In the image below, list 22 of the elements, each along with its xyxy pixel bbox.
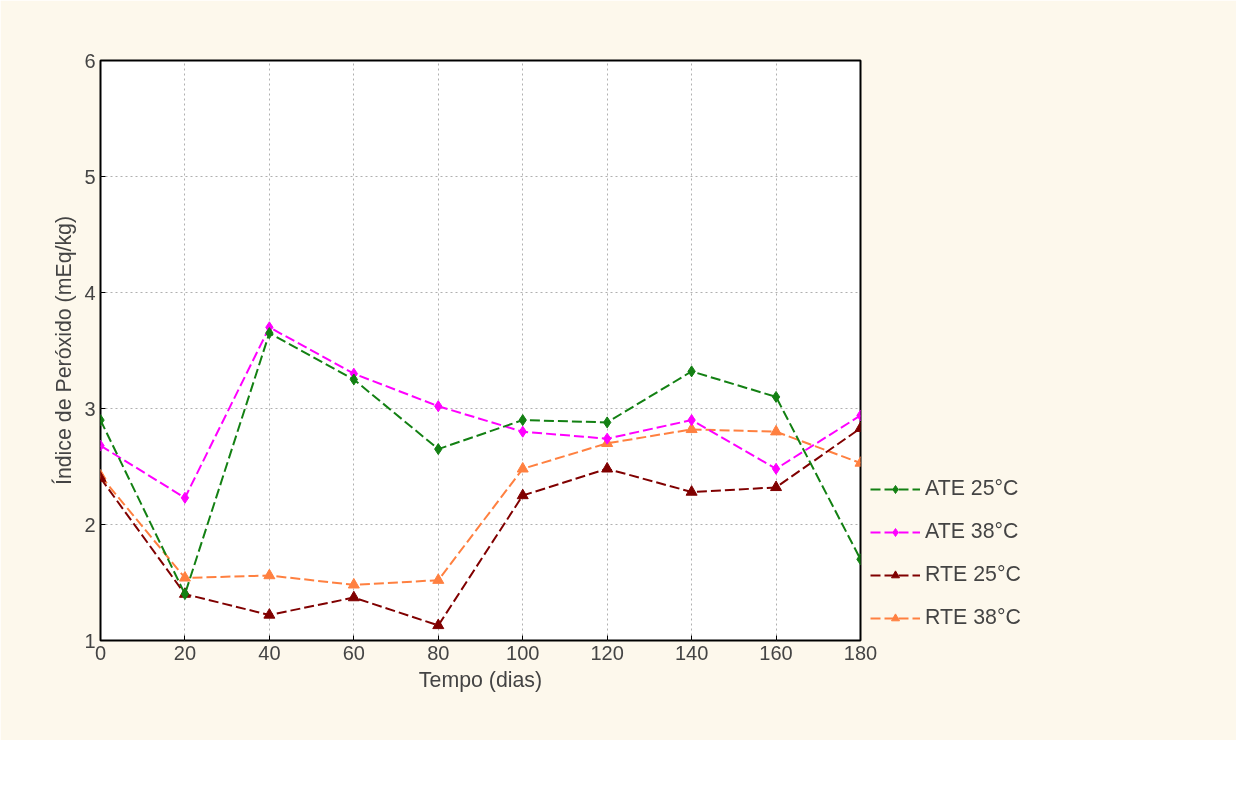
legend-label: ATE 25°C bbox=[925, 476, 1019, 501]
x-tick-label: 40 bbox=[258, 641, 281, 664]
y-tick-label: 6 bbox=[84, 49, 96, 72]
legend-label: ATE 38°C bbox=[925, 519, 1019, 544]
x-tick-label: 80 bbox=[427, 641, 450, 664]
y-tick-label: 4 bbox=[84, 281, 96, 304]
x-tick-label: 180 bbox=[843, 641, 878, 664]
x-tick-label: 160 bbox=[759, 641, 793, 664]
y-axis-title: Índice de Peróxido (mEq/kg) bbox=[51, 215, 77, 486]
x-tick-label: 60 bbox=[342, 641, 365, 664]
y-tick-label: 3 bbox=[84, 397, 96, 420]
y-tick-label: 2 bbox=[84, 513, 96, 536]
y-tick-label: 5 bbox=[84, 165, 96, 188]
x-tick-label: 140 bbox=[674, 641, 709, 664]
x-tick-label: 120 bbox=[590, 641, 624, 664]
legend-label: RTE 25°C bbox=[925, 562, 1021, 587]
legend-label: RTE 38°C bbox=[925, 605, 1021, 630]
x-tick-label: 20 bbox=[173, 641, 197, 664]
x-tick-label: 100 bbox=[506, 641, 540, 664]
x-axis-title: Tempo (dias) bbox=[418, 667, 543, 692]
x-tick-label: 0 bbox=[94, 641, 107, 664]
y-tick-label: 1 bbox=[84, 629, 96, 652]
